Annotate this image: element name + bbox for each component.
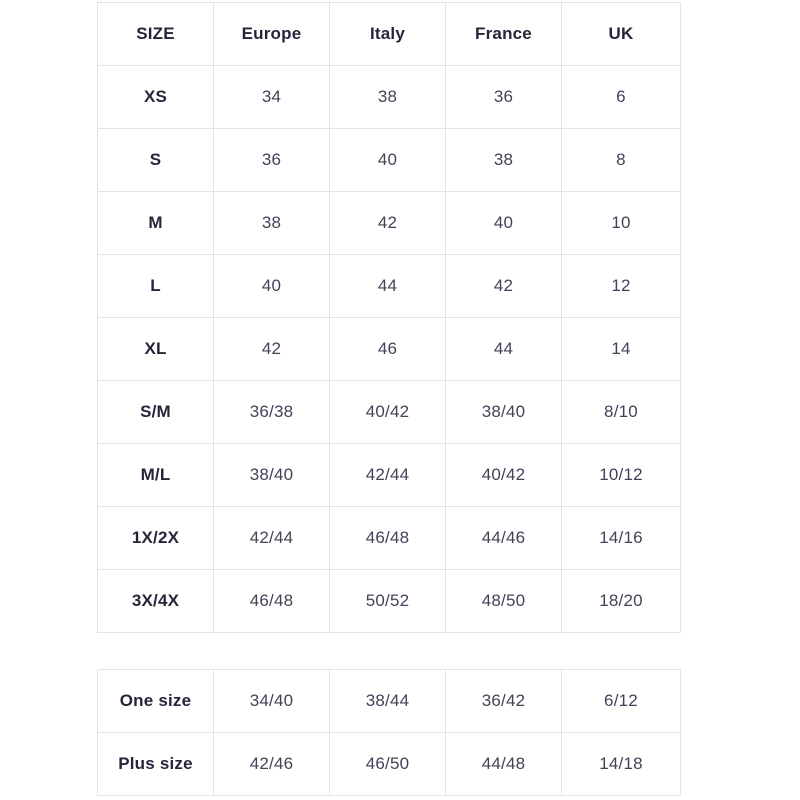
cell-europe: 34 — [213, 65, 330, 129]
size-chart-container: SIZE Europe Italy France UK XS 34 38 36 … — [97, 2, 681, 796]
table-row: XL 42 46 44 14 — [97, 317, 681, 381]
cell-france: 40 — [445, 191, 562, 255]
cell-uk: 12 — [561, 254, 681, 318]
cell-france: 38/40 — [445, 380, 562, 444]
cell-europe: 34/40 — [213, 669, 330, 733]
cell-size: L — [97, 254, 214, 318]
table-row: 1X/2X 42/44 46/48 44/46 14/16 — [97, 506, 681, 570]
cell-france: 44 — [445, 317, 562, 381]
cell-italy: 38/44 — [329, 669, 446, 733]
cell-size: M/L — [97, 443, 214, 507]
cell-uk: 8/10 — [561, 380, 681, 444]
table-row: 3X/4X 46/48 50/52 48/50 18/20 — [97, 569, 681, 633]
cell-size: S — [97, 128, 214, 192]
cell-france: 48/50 — [445, 569, 562, 633]
cell-uk: 6 — [561, 65, 681, 129]
cell-uk: 8 — [561, 128, 681, 192]
column-header-uk: UK — [561, 2, 681, 66]
cell-size: M — [97, 191, 214, 255]
cell-europe: 46/48 — [213, 569, 330, 633]
cell-italy: 50/52 — [329, 569, 446, 633]
standard-size-table: SIZE Europe Italy France UK XS 34 38 36 … — [97, 2, 681, 633]
cell-uk: 14/18 — [561, 732, 681, 796]
cell-europe: 42/46 — [213, 732, 330, 796]
cell-uk: 10 — [561, 191, 681, 255]
cell-france: 36 — [445, 65, 562, 129]
table-row: M/L 38/40 42/44 40/42 10/12 — [97, 443, 681, 507]
cell-europe: 40 — [213, 254, 330, 318]
cell-france: 42 — [445, 254, 562, 318]
table-row: XS 34 38 36 6 — [97, 65, 681, 129]
cell-europe: 36/38 — [213, 380, 330, 444]
cell-uk: 14/16 — [561, 506, 681, 570]
cell-size: Plus size — [97, 732, 214, 796]
column-header-size: SIZE — [97, 2, 214, 66]
column-header-france: France — [445, 2, 562, 66]
cell-france: 44/48 — [445, 732, 562, 796]
cell-size: S/M — [97, 380, 214, 444]
column-header-italy: Italy — [329, 2, 446, 66]
table-row: S/M 36/38 40/42 38/40 8/10 — [97, 380, 681, 444]
table-row: L 40 44 42 12 — [97, 254, 681, 318]
cell-italy: 46 — [329, 317, 446, 381]
table-spacer — [97, 633, 680, 669]
column-header-europe: Europe — [213, 2, 330, 66]
table-row: Plus size 42/46 46/50 44/48 14/18 — [97, 732, 681, 796]
cell-italy: 40/42 — [329, 380, 446, 444]
cell-europe: 42 — [213, 317, 330, 381]
cell-size: 1X/2X — [97, 506, 214, 570]
cell-uk: 6/12 — [561, 669, 681, 733]
table-row: M 38 42 40 10 — [97, 191, 681, 255]
table-row: S 36 40 38 8 — [97, 128, 681, 192]
cell-france: 44/46 — [445, 506, 562, 570]
one-size-plus-size-table: One size 34/40 38/44 36/42 6/12 Plus siz… — [97, 669, 681, 796]
cell-italy: 42 — [329, 191, 446, 255]
cell-europe: 42/44 — [213, 506, 330, 570]
cell-italy: 46/48 — [329, 506, 446, 570]
cell-size: XS — [97, 65, 214, 129]
cell-size: XL — [97, 317, 214, 381]
cell-france: 40/42 — [445, 443, 562, 507]
cell-uk: 10/12 — [561, 443, 681, 507]
cell-uk: 18/20 — [561, 569, 681, 633]
cell-italy: 40 — [329, 128, 446, 192]
cell-europe: 38 — [213, 191, 330, 255]
cell-europe: 36 — [213, 128, 330, 192]
cell-europe: 38/40 — [213, 443, 330, 507]
cell-size: One size — [97, 669, 214, 733]
cell-france: 38 — [445, 128, 562, 192]
cell-italy: 44 — [329, 254, 446, 318]
cell-uk: 14 — [561, 317, 681, 381]
cell-italy: 38 — [329, 65, 446, 129]
table-header-row: SIZE Europe Italy France UK — [97, 2, 681, 66]
cell-italy: 42/44 — [329, 443, 446, 507]
cell-france: 36/42 — [445, 669, 562, 733]
cell-size: 3X/4X — [97, 569, 214, 633]
cell-italy: 46/50 — [329, 732, 446, 796]
table-row: One size 34/40 38/44 36/42 6/12 — [97, 669, 681, 733]
